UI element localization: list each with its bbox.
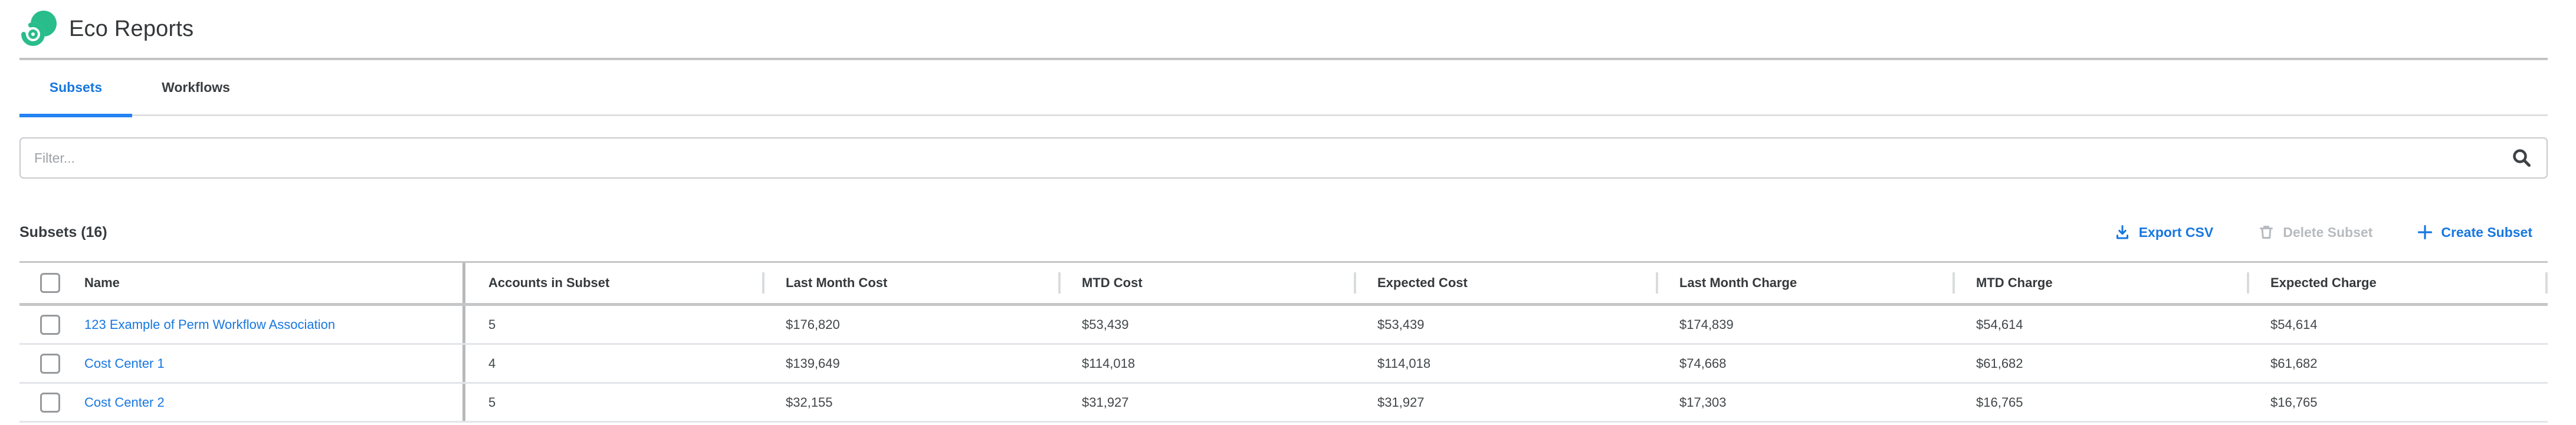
filter-input[interactable] (33, 149, 2511, 167)
last-month-charge-cell: $174,839 (1679, 317, 1734, 332)
column-header-mtd-cost[interactable]: MTD Cost (1058, 263, 1354, 303)
expected-cost-cell: $53,439 (1377, 317, 1425, 332)
column-header-mtd-charge-label: MTD Charge (1976, 275, 2053, 290)
app-header: Eco Reports (19, 0, 2548, 60)
actions-group: Export CSV Delete Subset Create Subset (2114, 224, 2532, 240)
last-month-charge-cell: $74,668 (1679, 355, 1727, 371)
row-checkbox[interactable] (40, 314, 60, 335)
name-cell: Cost Center 2 (19, 384, 465, 421)
column-header-expected-charge[interactable]: Expected Charge (2247, 263, 2548, 303)
table-row: 123 Example of Perm Workflow Association… (19, 306, 2548, 345)
expected-cost-cell: $114,018 (1377, 355, 1431, 371)
tab-subsets-label: Subsets (49, 79, 103, 95)
column-header-accounts-label: Accounts in Subset (488, 275, 610, 290)
row-checkbox[interactable] (40, 353, 60, 374)
name-cell: 123 Example of Perm Workflow Association (19, 306, 465, 343)
last-month-cost-cell: $32,155 (786, 394, 833, 410)
last-month-cost-cell: $176,820 (786, 317, 840, 332)
plus-icon (2418, 225, 2433, 240)
export-csv-button[interactable]: Export CSV (2114, 224, 2214, 240)
column-header-name-label: Name (84, 275, 120, 290)
create-subset-button[interactable]: Create Subset (2417, 225, 2532, 240)
trash-icon (2260, 226, 2273, 239)
subset-name-link[interactable]: 123 Example of Perm Workflow Association (84, 317, 336, 332)
column-header-expected-cost-label: Expected Cost (1377, 275, 1468, 290)
expected-charge-cell: $16,765 (2270, 394, 2318, 410)
accounts-in-subset-cell: 5 (488, 317, 496, 332)
subsets-table: Name Accounts in Subset Last Month Cost … (19, 261, 2548, 423)
expected-cost-cell: $31,927 (1377, 394, 1425, 410)
create-subset-label: Create Subset (2441, 224, 2532, 240)
table-row: Cost Center 1 4 $139,649 $114,018 $114,0… (19, 345, 2548, 384)
tab-subsets[interactable]: Subsets (19, 60, 132, 117)
table-row: Cost Center 2 5 $32,155 $31,927 $31,927 … (19, 384, 2548, 423)
select-all-checkbox[interactable] (40, 273, 60, 293)
subsets-count-heading: Subsets (16) (19, 223, 107, 240)
subset-name-link[interactable]: Cost Center 1 (84, 355, 165, 371)
column-header-name: Name (19, 263, 465, 303)
mtd-cost-cell: $31,927 (1082, 394, 1129, 410)
mtd-charge-cell: $54,614 (1976, 317, 2023, 332)
delete-subset-button[interactable]: Delete Subset (2258, 224, 2372, 240)
row-checkbox[interactable] (40, 392, 60, 413)
page-title: Eco Reports (69, 16, 194, 41)
column-header-last-month-cost-label: Last Month Cost (786, 275, 888, 290)
column-header-mtd-cost-label: MTD Cost (1082, 275, 1143, 290)
search-icon[interactable] (2511, 147, 2532, 169)
tab-workflows-label: Workflows (162, 79, 230, 95)
column-header-last-month-cost[interactable]: Last Month Cost (762, 263, 1058, 303)
column-header-last-month-charge[interactable]: Last Month Charge (1656, 263, 1952, 303)
mtd-cost-cell: $53,439 (1082, 317, 1129, 332)
accounts-in-subset-cell: 4 (488, 355, 496, 371)
mtd-charge-cell: $61,682 (1976, 355, 2023, 371)
filter-bar (19, 137, 2548, 179)
subset-name-link[interactable]: Cost Center 2 (84, 394, 165, 410)
last-month-cost-cell: $139,649 (786, 355, 840, 371)
accounts-in-subset-cell: 5 (488, 394, 496, 410)
tab-workflows[interactable]: Workflows (132, 60, 260, 114)
column-header-mtd-charge[interactable]: MTD Charge (1952, 263, 2247, 303)
list-header-bar: Subsets (16) Export CSV (19, 215, 2548, 249)
column-header-accounts-in-subset[interactable]: Accounts in Subset (465, 263, 762, 303)
last-month-charge-cell: $17,303 (1679, 394, 1727, 410)
column-header-last-month-charge-label: Last Month Charge (1679, 275, 1797, 290)
mtd-cost-cell: $114,018 (1082, 355, 1136, 371)
column-header-expected-charge-label: Expected Charge (2270, 275, 2377, 290)
expected-charge-cell: $61,682 (2270, 355, 2318, 371)
tab-bar: Subsets Workflows (19, 60, 2548, 117)
eco-spiral-logo-icon (21, 11, 57, 46)
expected-charge-cell: $54,614 (2270, 317, 2318, 332)
export-csv-label: Export CSV (2138, 224, 2214, 240)
download-icon (2116, 225, 2128, 239)
delete-subset-label: Delete Subset (2283, 224, 2373, 240)
mtd-charge-cell: $16,765 (1976, 394, 2023, 410)
name-cell: Cost Center 1 (19, 345, 465, 382)
table-header-row: Name Accounts in Subset Last Month Cost … (19, 263, 2548, 306)
column-header-expected-cost[interactable]: Expected Cost (1354, 263, 1656, 303)
